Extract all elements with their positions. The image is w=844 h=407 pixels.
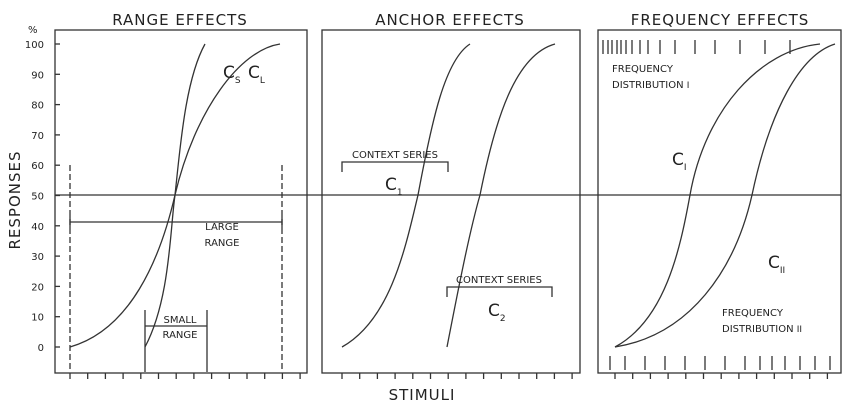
annotation: FREQUENCY (722, 308, 784, 319)
y-tick-label: 100 (25, 40, 44, 51)
y-tick-label: 80 (31, 101, 44, 112)
annotation: DISTRIBUTION I (612, 80, 689, 91)
y-tick-label: 70 (31, 131, 44, 142)
curve (614, 43, 821, 348)
panel-frame (321, 29, 581, 374)
curve (446, 43, 556, 348)
annotation: CONTEXT SERIES (456, 275, 542, 286)
y-tick-label: 60 (31, 161, 44, 172)
annotation: LARGE (205, 222, 239, 233)
curve-label: CII (768, 253, 785, 276)
y-tick-label: 50 (31, 192, 44, 203)
bracket (341, 161, 449, 172)
panel-title: FREQUENCY EFFECTS (631, 11, 810, 29)
panel-title: RANGE EFFECTS (112, 11, 248, 29)
curve-label: C2 (488, 301, 506, 324)
x-axis-label: STIMULI (389, 386, 456, 404)
panel-title: ANCHOR EFFECTS (375, 11, 525, 29)
y-tick-label: 0 (38, 343, 44, 354)
unit: % (28, 25, 38, 36)
curve (69, 43, 281, 348)
annotation: RANGE (205, 238, 240, 249)
curve-label: CI (672, 150, 687, 173)
bracket (446, 286, 553, 297)
annotation: CONTEXT SERIES (352, 150, 438, 161)
panel-frame (597, 29, 842, 374)
annotation: RANGE (163, 330, 198, 341)
bracket (69, 216, 283, 228)
panel-frame (54, 29, 308, 374)
curve (614, 43, 836, 348)
y-tick-label: 90 (31, 70, 44, 81)
y-tick-label: 40 (31, 222, 44, 233)
y-axis-label: RESPONSES (6, 150, 24, 249)
tick-marks (55, 40, 831, 379)
curve-label: CS (223, 63, 241, 86)
curve-label: CL (248, 63, 265, 86)
annotation: SMALL (164, 315, 197, 326)
bracket (144, 310, 208, 372)
y-tick-label: 20 (31, 282, 44, 293)
annotation: DISTRIBUTION II (722, 324, 802, 335)
y-tick-label: 10 (31, 313, 44, 324)
annotation: FREQUENCY (612, 64, 674, 75)
y-tick-label: 30 (31, 252, 44, 263)
range-bound (69, 165, 283, 372)
curve (341, 43, 471, 348)
curve-label: C1 (385, 175, 403, 198)
